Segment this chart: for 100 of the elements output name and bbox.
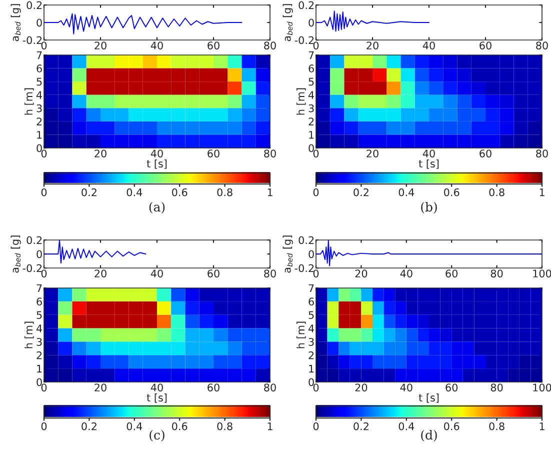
y-tick-label: 0.2 bbox=[26, 236, 42, 244]
x-tick-label: 40 bbox=[150, 270, 163, 278]
x-axis-title: t [s] bbox=[146, 159, 167, 169]
color-bar-label: 0.6 bbox=[172, 422, 188, 430]
y-tick-label: 0.2 bbox=[298, 1, 314, 10]
y-tick-label: -0.2 bbox=[22, 264, 42, 272]
x-tick-label: 80 bbox=[536, 150, 548, 158]
y-tick-label: 1 bbox=[37, 131, 42, 139]
y-tick-label: 7 bbox=[308, 51, 314, 59]
y-tick-label: 1 bbox=[309, 131, 314, 139]
y-tick-label: 5 bbox=[36, 78, 42, 86]
y-tick-label: 0 bbox=[36, 18, 42, 27]
y-tick-label: 3 bbox=[36, 338, 42, 346]
color-bar-label: 0.8 bbox=[489, 422, 504, 430]
x-tick-label: 40 bbox=[422, 150, 435, 158]
y-tick-label: 0.2 bbox=[298, 236, 314, 244]
color-bar-label: 1 bbox=[540, 188, 544, 196]
color-bar-label: 0.4 bbox=[398, 422, 414, 430]
y-tick-label: 6 bbox=[308, 298, 314, 306]
color-bar-label: 0.8 bbox=[489, 188, 504, 196]
y-tick-label: -0.2 bbox=[22, 36, 42, 44]
y-axis-title: h [m] bbox=[296, 88, 306, 115]
color-bar-label: 1 bbox=[268, 188, 272, 196]
y-tick-label: -0.2 bbox=[294, 36, 314, 44]
line-series bbox=[44, 13, 242, 34]
y-tick-label: -0.2 bbox=[294, 264, 314, 272]
x-tick-label: 40 bbox=[400, 384, 412, 392]
y-axis-title: a$_{bed}$ [g] bbox=[10, 236, 21, 273]
color-bar-label: 0.6 bbox=[172, 188, 188, 196]
x-tick-label: 60 bbox=[480, 150, 492, 158]
x-tick-label: 80 bbox=[490, 384, 503, 392]
text: (a) bbox=[149, 202, 165, 214]
x-tick-label: 100 bbox=[533, 384, 551, 392]
y-tick-label: 6 bbox=[36, 64, 42, 72]
x-tick-label: 40 bbox=[400, 270, 412, 278]
color-bar-label: 0.8 bbox=[217, 422, 232, 430]
y-tick-label: 2 bbox=[36, 118, 42, 126]
color-bar-label: 0.4 bbox=[398, 188, 414, 196]
y-axis-title: a$_{bed}$ [g] bbox=[282, 4, 293, 42]
x-tick-label: 20 bbox=[94, 384, 106, 392]
line-series bbox=[316, 240, 542, 266]
y-axis-title: a$_{bed}$ [g] bbox=[282, 236, 293, 273]
y-tick-label: 3 bbox=[36, 104, 42, 112]
y-tick-label: 5 bbox=[36, 311, 42, 319]
color-bar-label: 0.8 bbox=[217, 188, 232, 196]
y-tick-label: 6 bbox=[36, 298, 42, 306]
color-bar-label: 0.2 bbox=[354, 422, 368, 430]
y-tick-label: 7 bbox=[36, 284, 42, 292]
color-bar-label: 0.4 bbox=[126, 422, 142, 430]
x-tick-label: 80 bbox=[490, 270, 503, 278]
x-tick-label: 20 bbox=[366, 42, 378, 50]
color-bar-label: 1 bbox=[268, 422, 272, 430]
x-tick-label: 40 bbox=[422, 42, 435, 50]
x-tick-label: 60 bbox=[208, 270, 220, 278]
y-tick-label: 5 bbox=[308, 78, 314, 86]
y-axis-title: h [m] bbox=[296, 322, 306, 348]
x-tick-label: 40 bbox=[150, 150, 163, 158]
x-tick-label: 20 bbox=[366, 150, 378, 158]
y-tick-label: 0 bbox=[36, 250, 42, 258]
y-axis-title: h [m] bbox=[24, 322, 34, 348]
y-tick-label: 2 bbox=[36, 351, 42, 360]
x-tick-label: 20 bbox=[355, 384, 368, 392]
color-bar-label: 0.2 bbox=[82, 188, 96, 196]
y-tick-label: 3 bbox=[308, 104, 314, 112]
text: (c) bbox=[150, 430, 164, 442]
y-tick-label: 2 bbox=[308, 351, 314, 360]
color-bar-label: 0.6 bbox=[444, 422, 460, 430]
y-tick-label: 1 bbox=[37, 364, 42, 373]
y-tick-label: 3 bbox=[308, 338, 314, 346]
color-bar-label: 1 bbox=[540, 422, 544, 430]
line-series bbox=[316, 10, 430, 32]
y-tick-label: 7 bbox=[36, 51, 42, 59]
text: (d) bbox=[421, 430, 437, 442]
color-bar-label: 0.4 bbox=[126, 188, 142, 196]
x-tick-label: 60 bbox=[480, 42, 492, 50]
x-axis-title: t [s] bbox=[418, 393, 439, 403]
color-bar-label: 0.2 bbox=[354, 188, 368, 196]
line-series bbox=[44, 240, 146, 264]
x-tick-label: 60 bbox=[446, 270, 458, 278]
y-tick-label: 4 bbox=[308, 91, 314, 99]
x-tick-label: 80 bbox=[536, 42, 548, 50]
x-tick-label: 20 bbox=[355, 270, 368, 278]
y-tick-label: 0 bbox=[308, 250, 314, 258]
x-tick-label: 80 bbox=[264, 42, 276, 50]
x-tick-label: 40 bbox=[150, 384, 163, 392]
y-tick-label: 1 bbox=[309, 364, 314, 373]
color-bar-label: 0.2 bbox=[82, 422, 96, 430]
x-tick-label: 80 bbox=[264, 270, 276, 278]
y-tick-label: 2 bbox=[308, 118, 314, 126]
x-axis-title: t [s] bbox=[146, 393, 167, 403]
y-tick-label: 6 bbox=[308, 64, 314, 72]
x-tick-label: 20 bbox=[94, 150, 106, 158]
x-axis-title: t [s] bbox=[418, 159, 439, 169]
x-tick-label: 20 bbox=[94, 270, 106, 278]
y-tick-label: 4 bbox=[36, 91, 42, 99]
x-tick-label: 60 bbox=[208, 150, 220, 158]
x-tick-label: 60 bbox=[208, 384, 220, 392]
y-tick-label: 5 bbox=[308, 311, 314, 319]
y-tick-label: 4 bbox=[36, 324, 42, 332]
x-tick-label: 100 bbox=[533, 270, 551, 278]
